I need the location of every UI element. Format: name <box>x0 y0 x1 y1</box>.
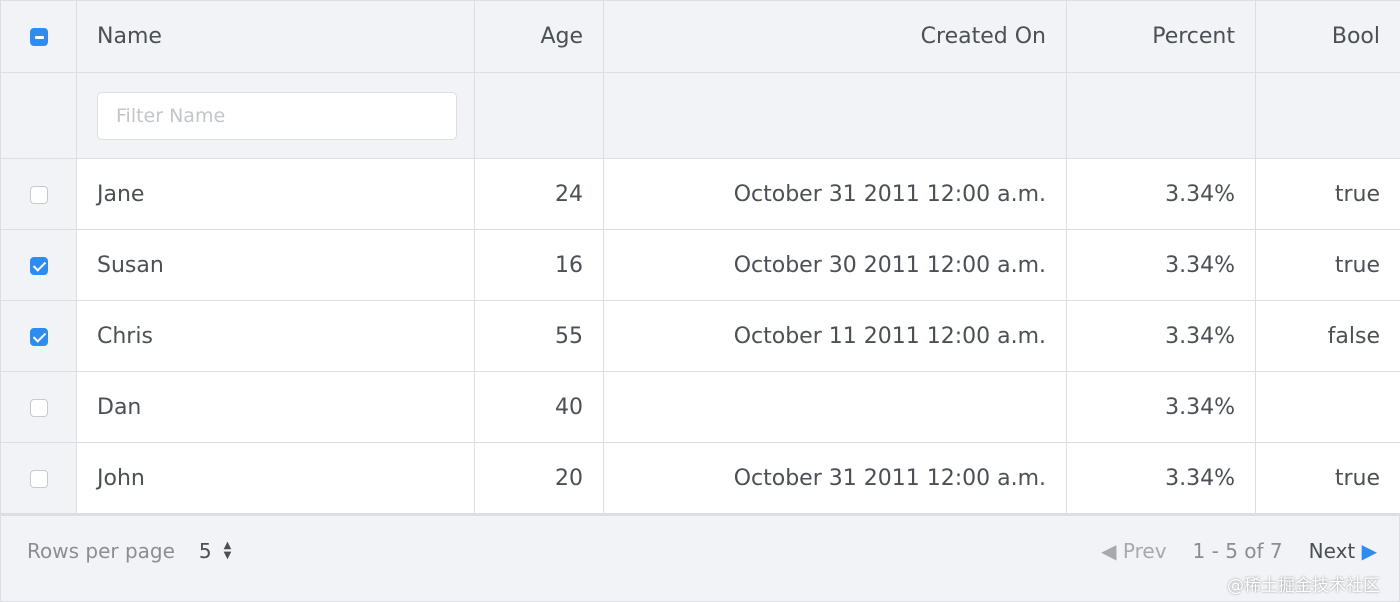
filter-empty-cell <box>0 72 77 159</box>
row-select-cell <box>0 371 77 443</box>
cell-percent: 3.34% <box>1066 300 1256 372</box>
cell-percent: 3.34% <box>1066 158 1256 230</box>
caret-left-icon: ◀ <box>1101 539 1117 563</box>
next-button[interactable]: Next ▶ <box>1308 539 1377 563</box>
row-select-cell <box>0 158 77 230</box>
prev-button[interactable]: ◀ Prev <box>1101 539 1167 563</box>
row-select-cell <box>0 442 77 514</box>
cell-age: 55 <box>474 300 604 372</box>
filter-cell <box>76 72 475 159</box>
table-footer: Rows per page 5 ▲ ▼ ◀ Prev 1 - 5 of 7 Nex… <box>0 514 1400 602</box>
select-arrows-icon[interactable]: ▲ ▼ <box>223 540 232 561</box>
select-all-checkbox[interactable] <box>29 28 48 46</box>
cell-bool: true <box>1255 442 1400 514</box>
row-checkbox[interactable] <box>29 256 48 275</box>
cell-name: John <box>76 442 475 514</box>
cell-age: 24 <box>474 158 604 230</box>
cell-bool: true <box>1255 229 1400 301</box>
column-header-name[interactable]: Name <box>76 0 475 73</box>
table-row[interactable]: Dan 40 3.34% <box>0 371 1400 443</box>
cell-age: 16 <box>474 229 604 301</box>
row-checkbox[interactable] <box>29 469 48 488</box>
page-range: 1 - 5 of 7 <box>1192 539 1283 563</box>
cell-name: Chris <box>76 300 475 372</box>
rows-per-page-select[interactable]: 5 <box>198 539 212 563</box>
cell-bool <box>1255 371 1400 443</box>
row-select-cell <box>0 300 77 372</box>
cell-created-on: October 11 2011 12:00 a.m. <box>603 300 1067 372</box>
table-row[interactable]: Jane 24 October 31 2011 12:00 a.m. 3.34%… <box>0 158 1400 230</box>
cell-age: 20 <box>474 442 604 514</box>
row-checkbox[interactable] <box>29 327 48 346</box>
table-row[interactable]: Chris 55 October 11 2011 12:00 a.m. 3.34… <box>0 300 1400 372</box>
cell-percent: 3.34% <box>1066 371 1256 443</box>
select-all-cell <box>0 0 77 73</box>
column-header-created-on[interactable]: Created On <box>603 0 1067 73</box>
cell-name: Susan <box>76 229 475 301</box>
cell-bool: true <box>1255 158 1400 230</box>
cell-bool: false <box>1255 300 1400 372</box>
table-row[interactable]: Susan 16 October 30 2011 12:00 a.m. 3.34… <box>0 229 1400 301</box>
row-checkbox[interactable] <box>29 185 48 204</box>
cell-name: Dan <box>76 371 475 443</box>
filter-name-input[interactable] <box>97 91 457 140</box>
cell-created-on <box>603 371 1067 443</box>
rows-per-page-group: Rows per page 5 ▲ ▼ <box>27 536 231 566</box>
column-header-percent[interactable]: Percent <box>1066 0 1256 73</box>
cell-created-on: October 31 2011 12:00 a.m. <box>603 442 1067 514</box>
cell-percent: 3.34% <box>1066 442 1256 514</box>
rows-per-page-label: Rows per page <box>27 539 175 563</box>
cell-age: 40 <box>474 371 604 443</box>
cell-created-on: October 31 2011 12:00 a.m. <box>603 158 1067 230</box>
cell-created-on: October 30 2011 12:00 a.m. <box>603 229 1067 301</box>
cell-percent: 3.34% <box>1066 229 1256 301</box>
cell-name: Jane <box>76 158 475 230</box>
row-select-cell <box>0 229 77 301</box>
watermark: @稀土掘金技术社区 <box>1227 576 1380 596</box>
column-header-bool[interactable]: Bool <box>1255 0 1400 73</box>
table-row[interactable]: John 20 October 31 2011 12:00 a.m. 3.34%… <box>0 442 1400 514</box>
pagination: ◀ Prev 1 - 5 of 7 Next ▶ <box>1101 536 1377 566</box>
column-header-age[interactable]: Age <box>474 0 604 73</box>
data-table: Name Age Created On Percent Bool Jane 24… <box>0 0 1400 514</box>
caret-right-icon: ▶ <box>1361 539 1377 563</box>
row-checkbox[interactable] <box>29 398 48 417</box>
